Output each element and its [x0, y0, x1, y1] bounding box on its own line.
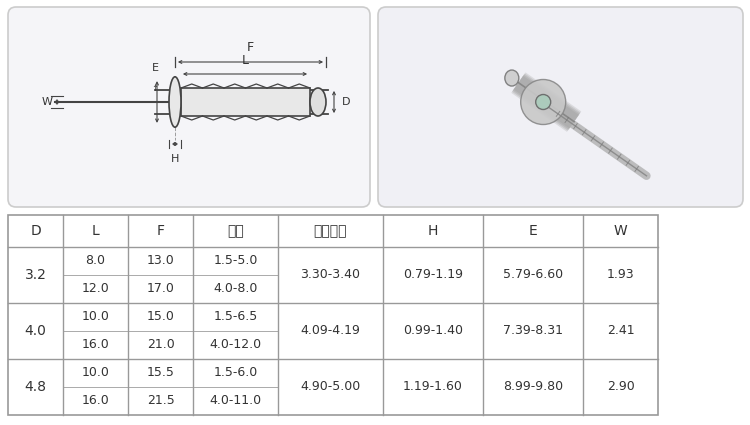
- Text: 板孔直径: 板孔直径: [314, 224, 347, 238]
- Text: 16.0: 16.0: [82, 338, 110, 351]
- Ellipse shape: [536, 94, 550, 110]
- Text: W: W: [614, 224, 627, 238]
- Ellipse shape: [310, 88, 326, 116]
- Text: 8.99-9.80: 8.99-9.80: [503, 380, 563, 394]
- Text: 2.90: 2.90: [607, 380, 634, 394]
- Text: 21.0: 21.0: [147, 338, 174, 351]
- Text: 15.0: 15.0: [146, 311, 175, 323]
- Text: 21.5: 21.5: [147, 394, 174, 408]
- Bar: [181, 88, 310, 116]
- Text: ↑: ↑: [152, 83, 158, 93]
- Text: 4.0-8.0: 4.0-8.0: [213, 283, 258, 295]
- Text: 10.0: 10.0: [82, 311, 110, 323]
- Text: 4.0-12.0: 4.0-12.0: [209, 338, 262, 351]
- Text: 1.19-1.60: 1.19-1.60: [403, 380, 463, 394]
- Text: 12.0: 12.0: [82, 283, 110, 295]
- FancyBboxPatch shape: [378, 7, 743, 207]
- Text: 板厚: 板厚: [227, 224, 244, 238]
- Text: D: D: [30, 224, 40, 238]
- Text: 0.99-1.40: 0.99-1.40: [403, 325, 463, 337]
- Text: H: H: [427, 224, 438, 238]
- Ellipse shape: [169, 77, 181, 127]
- Text: 16.0: 16.0: [82, 394, 110, 408]
- Text: 4.09-4.19: 4.09-4.19: [301, 325, 361, 337]
- Text: D: D: [342, 97, 350, 107]
- Text: F: F: [247, 41, 254, 54]
- Text: 3.2: 3.2: [25, 268, 46, 282]
- Text: 2.41: 2.41: [607, 325, 634, 337]
- Ellipse shape: [505, 70, 519, 86]
- Text: H: H: [171, 154, 179, 164]
- Text: 4.8: 4.8: [25, 380, 46, 394]
- Text: 15.5: 15.5: [146, 366, 175, 380]
- Text: E: E: [152, 63, 158, 73]
- FancyBboxPatch shape: [8, 7, 370, 207]
- Text: 10.0: 10.0: [82, 366, 110, 380]
- Text: 4.0: 4.0: [25, 324, 46, 338]
- Text: 17.0: 17.0: [146, 283, 175, 295]
- Text: 1.93: 1.93: [607, 269, 634, 281]
- Text: 5.79-6.60: 5.79-6.60: [503, 269, 563, 281]
- Text: 8.0: 8.0: [86, 255, 106, 267]
- Text: 1.5-6.0: 1.5-6.0: [213, 366, 258, 380]
- Text: 13.0: 13.0: [147, 255, 174, 267]
- Text: E: E: [529, 224, 537, 238]
- Text: W: W: [41, 97, 53, 107]
- Bar: [8, 215, 658, 415]
- Text: 4.0-11.0: 4.0-11.0: [209, 394, 262, 408]
- Text: 1.5-6.5: 1.5-6.5: [213, 311, 258, 323]
- Text: 1.5-5.0: 1.5-5.0: [213, 255, 258, 267]
- Text: 4.90-5.00: 4.90-5.00: [300, 380, 361, 394]
- Text: F: F: [157, 224, 164, 238]
- Text: 3.30-3.40: 3.30-3.40: [301, 269, 361, 281]
- Ellipse shape: [520, 79, 566, 125]
- Text: 7.39-8.31: 7.39-8.31: [503, 325, 563, 337]
- Text: 0.79-1.19: 0.79-1.19: [403, 269, 463, 281]
- Text: L: L: [242, 54, 248, 67]
- Text: L: L: [92, 224, 99, 238]
